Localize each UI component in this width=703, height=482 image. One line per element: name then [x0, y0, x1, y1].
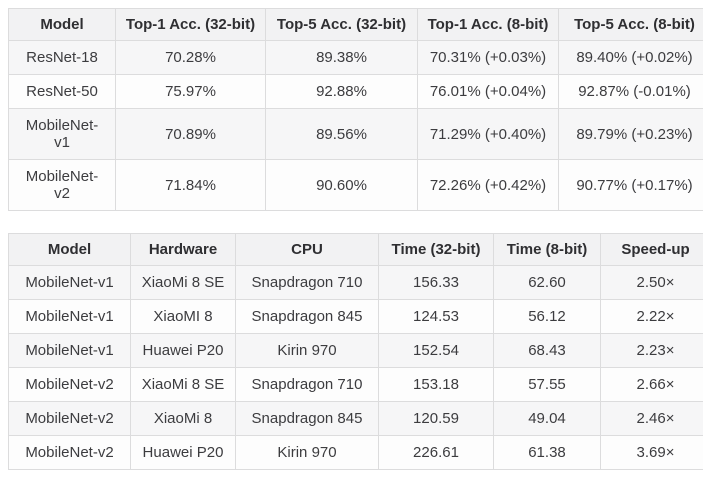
table-row: MobileNet-v1 XiaoMi 8 SE Snapdragon 710 156…	[8, 265, 703, 300]
table-cell: 89.40% (+0.02%)	[558, 40, 703, 75]
table-cell: 153.18	[378, 367, 494, 402]
table-cell: 70.28%	[115, 40, 266, 75]
column-header: Top-5 Acc. (8-bit)	[558, 8, 703, 41]
table-cell: XiaoMi 8	[130, 401, 236, 436]
table-row: ResNet-18 70.28% 89.38% 70.31% (+0.03%) 89.4…	[8, 40, 703, 75]
header-row: Model Top-1 Acc. (32-bit) Top-5 Acc. (32-b…	[8, 8, 703, 41]
table-row: MobileNet-v1 XiaoMI 8 Snapdragon 845 124.53…	[8, 299, 703, 334]
table-cell: Snapdragon 710	[235, 265, 379, 300]
table-cell: Snapdragon 845	[235, 401, 379, 436]
table-cell: 90.77% (+0.17%)	[558, 159, 703, 211]
table-cell: 70.31% (+0.03%)	[417, 40, 559, 75]
table-cell: MobileNet-v2	[8, 401, 131, 436]
header-row: Model Hardware CPU Time (32-bit) Time (8-bit…	[8, 233, 703, 266]
table-cell: 3.69×	[600, 435, 703, 470]
table-cell: Huawei P20	[130, 333, 236, 368]
column-header: CPU	[235, 233, 379, 266]
table-cell: Kirin 970	[235, 435, 379, 470]
table-cell: Kirin 970	[235, 333, 379, 368]
table-cell: 89.56%	[265, 108, 418, 160]
table-cell: 89.79% (+0.23%)	[558, 108, 703, 160]
table-cell: 120.59	[378, 401, 494, 436]
table-row: MobileNet-v2 Huawei P20 Kirin 970 226.61 61.…	[8, 435, 703, 470]
table-cell: MobileNet-v1	[8, 299, 131, 334]
table-row: MobileNet-v1 70.89% 89.56% 71.29% (+0.40%) 8…	[8, 108, 703, 160]
table-cell: MobileNet-v2	[8, 367, 131, 402]
table-cell: 76.01% (+0.04%)	[417, 74, 559, 109]
table-cell: Snapdragon 845	[235, 299, 379, 334]
table-cell: Snapdragon 710	[235, 367, 379, 402]
table-cell: XiaoMi 8 SE	[130, 367, 236, 402]
column-header: Top-1 Acc. (8-bit)	[417, 8, 559, 41]
table-cell: ResNet-50	[8, 74, 116, 109]
table-cell: 2.50×	[600, 265, 703, 300]
table-cell: 156.33	[378, 265, 494, 300]
table-cell: XiaoMi 8 SE	[130, 265, 236, 300]
table-cell: ResNet-18	[8, 40, 116, 75]
table-cell: MobileNet-v1	[8, 108, 116, 160]
table-cell: MobileNet-v2	[8, 435, 131, 470]
table-cell: 152.54	[378, 333, 494, 368]
table-cell: 71.29% (+0.40%)	[417, 108, 559, 160]
accuracy-table: Model Top-1 Acc. (32-bit) Top-5 Acc. (32-b…	[8, 8, 703, 211]
column-header: Model	[8, 233, 131, 266]
table-cell: 56.12	[493, 299, 601, 334]
column-header: Time (32-bit)	[378, 233, 494, 266]
table-cell: 2.23×	[600, 333, 703, 368]
table-cell: 61.38	[493, 435, 601, 470]
table-cell: Huawei P20	[130, 435, 236, 470]
column-header: Speed-up	[600, 233, 703, 266]
column-header: Model	[8, 8, 116, 41]
table-cell: MobileNet-v2	[8, 159, 116, 211]
table-cell: XiaoMI 8	[130, 299, 236, 334]
table-cell: 62.60	[493, 265, 601, 300]
table-cell: 2.22×	[600, 299, 703, 334]
column-header: Top-5 Acc. (32-bit)	[265, 8, 418, 41]
table-cell: 124.53	[378, 299, 494, 334]
table-cell: 72.26% (+0.42%)	[417, 159, 559, 211]
table-cell: 90.60%	[265, 159, 418, 211]
page: Model Top-1 Acc. (32-bit) Top-5 Acc. (32-b…	[8, 8, 703, 470]
table-cell: MobileNet-v1	[8, 265, 131, 300]
column-header: Time (8-bit)	[493, 233, 601, 266]
table-row: MobileNet-v2 XiaoMi 8 SE Snapdragon 710 153…	[8, 367, 703, 402]
table-cell: 92.87% (-0.01%)	[558, 74, 703, 109]
column-header: Hardware	[130, 233, 236, 266]
table-cell: 49.04	[493, 401, 601, 436]
table-cell: 92.88%	[265, 74, 418, 109]
table-row: MobileNet-v1 Huawei P20 Kirin 970 152.54 68.…	[8, 333, 703, 368]
timing-table: Model Hardware CPU Time (32-bit) Time (8-bit…	[8, 233, 703, 470]
table-row: ResNet-50 75.97% 92.88% 76.01% (+0.04%) 92.8…	[8, 74, 703, 109]
table-cell: 68.43	[493, 333, 601, 368]
table-cell: 75.97%	[115, 74, 266, 109]
timing-table-body: MobileNet-v1 XiaoMi 8 SE Snapdragon 710 156…	[8, 265, 703, 470]
table-cell: 71.84%	[115, 159, 266, 211]
table-cell: 226.61	[378, 435, 494, 470]
table-cell: MobileNet-v1	[8, 333, 131, 368]
table-cell: 2.46×	[600, 401, 703, 436]
table-cell: 70.89%	[115, 108, 266, 160]
table-row: MobileNet-v2 XiaoMi 8 Snapdragon 845 120.59…	[8, 401, 703, 436]
table-row: MobileNet-v2 71.84% 90.60% 72.26% (+0.42%) 9…	[8, 159, 703, 211]
accuracy-table-body: ResNet-18 70.28% 89.38% 70.31% (+0.03%) 89.4…	[8, 40, 703, 211]
accuracy-table-header: Model Top-1 Acc. (32-bit) Top-5 Acc. (32-b…	[8, 8, 703, 41]
timing-table-header: Model Hardware CPU Time (32-bit) Time (8-bit…	[8, 233, 703, 266]
column-header: Top-1 Acc. (32-bit)	[115, 8, 266, 41]
table-cell: 2.66×	[600, 367, 703, 402]
table-cell: 89.38%	[265, 40, 418, 75]
table-cell: 57.55	[493, 367, 601, 402]
